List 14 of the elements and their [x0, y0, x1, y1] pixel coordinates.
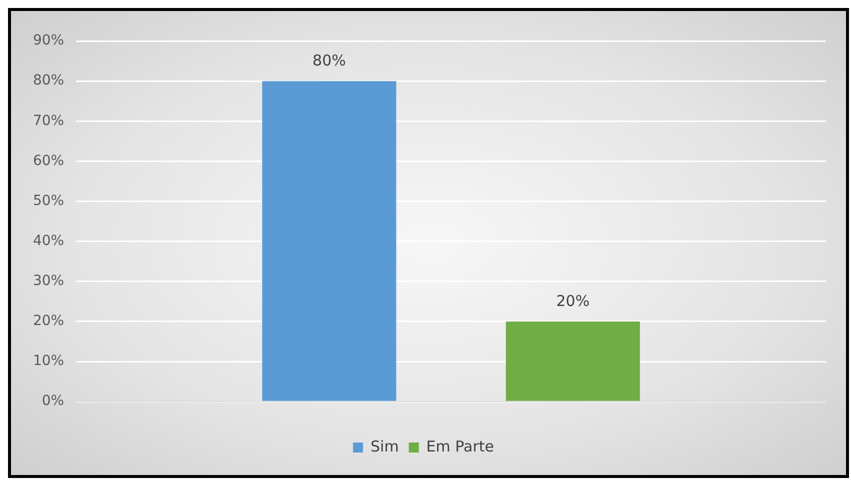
y-tick-label: 10% — [32, 353, 64, 370]
data-label: 80% — [312, 51, 346, 70]
y-tick-label: 70% — [32, 112, 64, 129]
y-tick-label: 80% — [32, 72, 64, 89]
y-tick-label: 0% — [42, 393, 64, 410]
y-tick-label: 90% — [32, 32, 64, 49]
legend-label: Sim — [370, 437, 399, 456]
y-tick-label: 20% — [32, 313, 64, 330]
y-tick-label: 40% — [32, 232, 64, 249]
data-label: 20% — [556, 292, 590, 310]
y-tick-label: 50% — [32, 192, 64, 209]
y-tick-label: 60% — [32, 152, 64, 169]
y-tick-label: 30% — [32, 273, 64, 290]
legend-label: Em Parte — [426, 437, 494, 456]
